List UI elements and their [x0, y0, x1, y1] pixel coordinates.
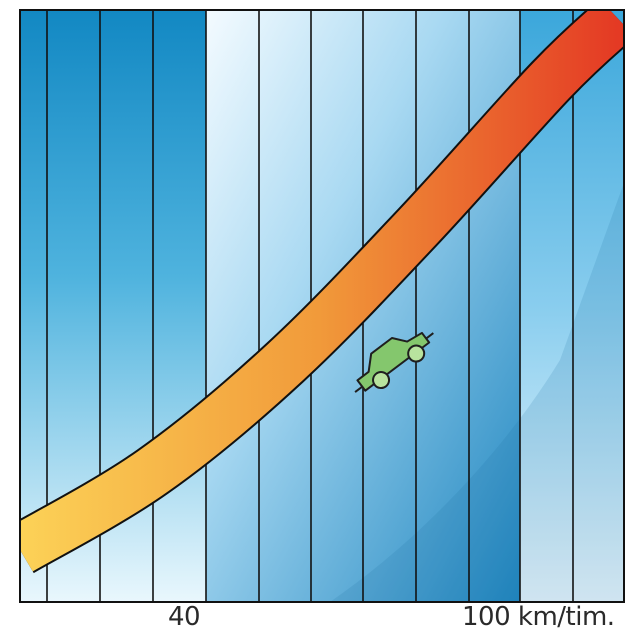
car-icon [354, 331, 434, 393]
curve-shadow [330, 182, 624, 602]
speed-curve-band [20, 10, 624, 572]
x-tick-label-100: 100 km/tim. [462, 602, 615, 632]
x-tick-label-40: 40 [168, 602, 201, 632]
plot-frame [19, 9, 625, 603]
